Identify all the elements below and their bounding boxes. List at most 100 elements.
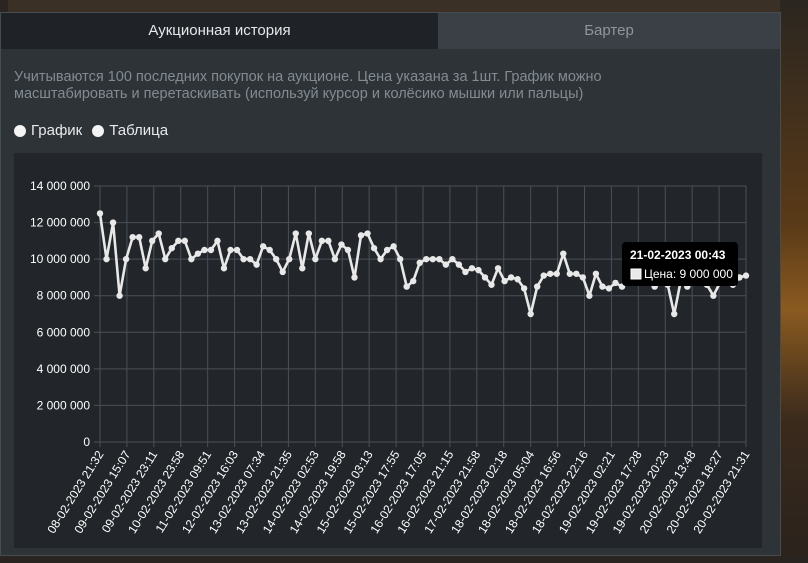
- data-point: [207, 246, 215, 254]
- background-right: [780, 0, 808, 563]
- data-point: [96, 210, 104, 217]
- data-point: [390, 243, 397, 250]
- data-point: [162, 255, 169, 263]
- data-point: [299, 265, 306, 272]
- data-point: [501, 277, 508, 285]
- data-point: [227, 246, 234, 254]
- data-point: [214, 237, 221, 245]
- data-point: [305, 230, 313, 237]
- data-point: [403, 283, 410, 290]
- radio-table-label: Таблица: [109, 122, 169, 139]
- data-point: [325, 237, 332, 245]
- data-point: [592, 270, 600, 277]
- data-point: [488, 281, 495, 288]
- data-point: [423, 255, 430, 263]
- data-point: [377, 255, 384, 263]
- data-point: [292, 230, 299, 237]
- data-point: [135, 234, 143, 241]
- data-point: [410, 277, 417, 285]
- data-point: [266, 246, 273, 254]
- tooltip-swatch: [630, 268, 642, 280]
- data-point: [142, 265, 149, 272]
- data-point: [586, 292, 593, 299]
- data-point: [240, 255, 247, 263]
- y-tick-label: 6 000 000: [37, 325, 91, 339]
- radio-chart-dot[interactable]: [14, 124, 26, 137]
- data-point: [449, 255, 456, 263]
- data-point: [468, 265, 476, 272]
- tooltip-label: Цена: 9 000 000: [644, 267, 733, 281]
- data-point: [279, 268, 286, 276]
- data-point: [540, 272, 547, 279]
- data-point: [233, 246, 241, 254]
- y-tick-label: 4 000 000: [37, 362, 91, 376]
- y-tick-label: 12 000 000: [30, 216, 90, 230]
- y-tick-label: 0: [83, 435, 90, 449]
- data-point: [429, 255, 436, 263]
- data-point: [383, 246, 391, 254]
- y-tick-label: 2 000 000: [37, 398, 91, 412]
- y-tick-label: 8 000 000: [37, 289, 91, 303]
- data-point: [103, 255, 110, 263]
- data-point: [286, 255, 293, 263]
- y-tick-label: 10 000 000: [30, 252, 90, 266]
- data-point: [129, 234, 136, 241]
- data-point: [149, 237, 156, 245]
- data-point: [188, 255, 195, 263]
- data-point: [416, 259, 423, 266]
- tab-barter[interactable]: Бартер: [438, 13, 780, 49]
- radio-table-dot[interactable]: [92, 124, 105, 137]
- background-bottom: [0, 555, 808, 563]
- data-point: [547, 270, 554, 277]
- radio-table[interactable]: Таблица: [92, 122, 168, 139]
- view-toggle: График Таблица: [14, 122, 168, 139]
- data-point: [514, 276, 521, 283]
- data-point: [122, 255, 130, 263]
- radio-chart-label: График: [31, 122, 83, 139]
- auction-history-panel: Аукционная история Бартер Учитываются 10…: [0, 12, 781, 556]
- data-point: [494, 265, 502, 272]
- data-point: [573, 270, 580, 277]
- price-chart[interactable]: 0 2 000 000 4 000 000 6 000 000 8 000 000 10 …: [14, 153, 762, 548]
- data-point: [351, 274, 358, 281]
- data-point: [109, 219, 117, 226]
- data-point: [168, 244, 175, 252]
- data-point: [194, 250, 202, 257]
- data-point: [116, 292, 123, 299]
- data-point: [220, 265, 228, 272]
- data-point: [272, 255, 280, 263]
- price-chart-container[interactable]: 0 2 000 000 4 000 000 6 000 000 8 000 000 10 …: [14, 153, 762, 548]
- tooltip-title: 21-02-2023 00:43: [630, 248, 726, 262]
- data-point: [357, 232, 365, 239]
- data-point: [155, 230, 162, 237]
- data-point: [566, 270, 574, 277]
- tab-bar: Аукционная история Бартер: [1, 13, 780, 49]
- data-point: [370, 244, 378, 252]
- chart-tooltip: 21-02-2023 00:43 Цена: 9 000 000: [622, 242, 738, 286]
- data-point: [527, 310, 534, 318]
- data-point: [312, 255, 319, 263]
- data-point: [455, 261, 463, 268]
- data-point: [612, 279, 619, 287]
- data-point: [201, 246, 208, 254]
- data-point: [671, 310, 678, 318]
- chart-grid: [94, 185, 747, 447]
- data-point: [560, 250, 567, 257]
- data-point: [436, 255, 443, 263]
- data-point: [246, 255, 254, 263]
- data-point: [599, 283, 606, 290]
- data-point: [507, 274, 515, 281]
- tooltip-box: [622, 242, 738, 286]
- data-point: [710, 292, 717, 299]
- data-point: [175, 237, 182, 245]
- y-tick-label: 14 000 000: [30, 179, 90, 193]
- data-point: [181, 237, 189, 245]
- radio-chart[interactable]: График: [14, 122, 82, 139]
- data-point: [481, 274, 489, 281]
- data-point: [442, 261, 450, 268]
- data-point: [364, 230, 371, 237]
- data-point: [520, 285, 528, 292]
- data-point: [579, 274, 587, 281]
- tab-auction-history[interactable]: Аукционная история: [1, 13, 438, 49]
- data-point: [344, 246, 352, 254]
